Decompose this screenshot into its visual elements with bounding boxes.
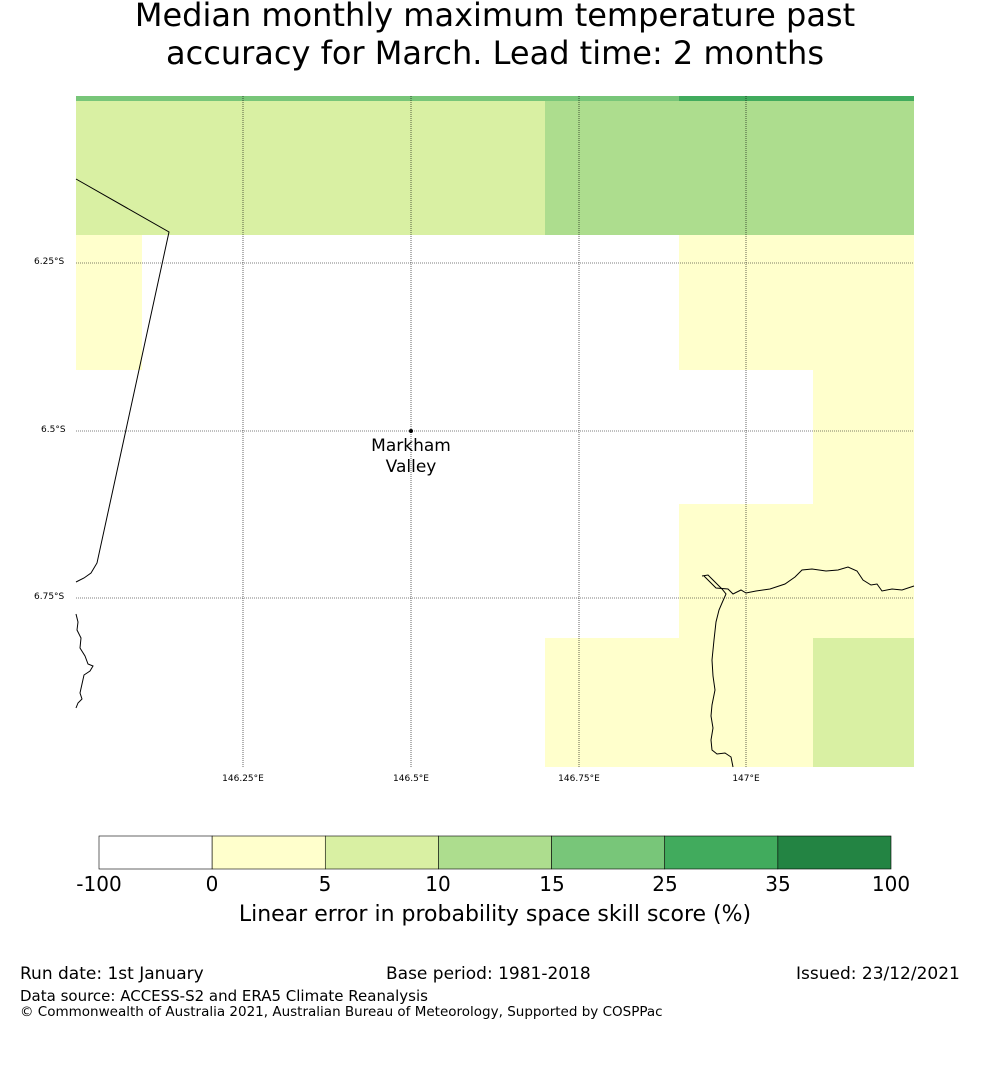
province-boundary: [75, 178, 170, 583]
issued-date: Issued: 23/12/2021: [796, 964, 960, 984]
colorbar-tick: 15: [539, 872, 565, 896]
lon-label-147: 147°E: [732, 774, 760, 784]
grid-cell: [76, 96, 679, 101]
place-label-line-2: Valley: [385, 457, 437, 477]
title-line-1: Median monthly maximum temperature past: [134, 0, 856, 34]
lat-label-6-75: 6.75°S: [34, 592, 65, 602]
colorbar-tick: 35: [765, 872, 791, 896]
lon-label-146-5: 146.5°E: [393, 774, 429, 784]
location-marker: [409, 429, 413, 433]
colorbar-tick: -100: [76, 872, 122, 896]
run-date: Run date: 1st January: [20, 964, 204, 984]
lat-label-6-25: 6.25°S: [34, 257, 65, 267]
grid-cell: [813, 370, 914, 504]
grid-cell: [679, 504, 914, 638]
colorbar-cell: [777, 835, 892, 870]
colorbar: [98, 835, 892, 870]
data-source: Data source: ACCESS-S2 and ERA5 Climate …: [20, 987, 428, 1005]
colorbar-cell: [664, 835, 779, 870]
colorbar-title: Linear error in probability space skill …: [238, 902, 752, 927]
base-period: Base period: 1981-2018: [386, 964, 591, 984]
colorbar-cell: [211, 835, 326, 870]
grid-cell: [545, 101, 914, 235]
map-boundaries: [75, 178, 915, 768]
skill-grid: [76, 96, 914, 767]
grid-cell: [76, 101, 545, 235]
lon-label-146-25: 146.25°E: [222, 774, 264, 784]
colorbar-cell: [324, 835, 439, 870]
colorbar-tick: 5: [318, 872, 332, 896]
river-branch: [703, 566, 915, 595]
lon-label-146-75: 146.75°E: [558, 774, 600, 784]
colorbar-cell: [551, 835, 666, 870]
title-line-2: accuracy for March. Lead time: 2 months: [166, 34, 824, 72]
river: [701, 574, 734, 768]
grid-cell: [813, 638, 914, 767]
grid-cell: [679, 235, 914, 370]
colorbar-tick: 0: [205, 872, 219, 896]
colorbar-tick: 100: [871, 872, 911, 896]
coastline-west: [75, 613, 94, 709]
grid-cell: [679, 96, 914, 101]
grid-cell: [545, 638, 813, 767]
place-label: Markham Valley: [371, 436, 451, 478]
copyright: © Commonwealth of Australia 2021, Austra…: [20, 1004, 663, 1020]
colorbar-cell: [98, 835, 213, 870]
chart-title: Median monthly maximum temperature past …: [0, 0, 990, 72]
colorbar-cell: [438, 835, 552, 870]
grid-cell: [76, 235, 142, 370]
place-label-line-1: Markham: [371, 436, 451, 456]
lat-label-6-5: 6.5°S: [41, 425, 66, 435]
graticule: [76, 96, 914, 767]
colorbar-tick: 10: [425, 872, 451, 896]
colorbar-tick: 25: [652, 872, 678, 896]
